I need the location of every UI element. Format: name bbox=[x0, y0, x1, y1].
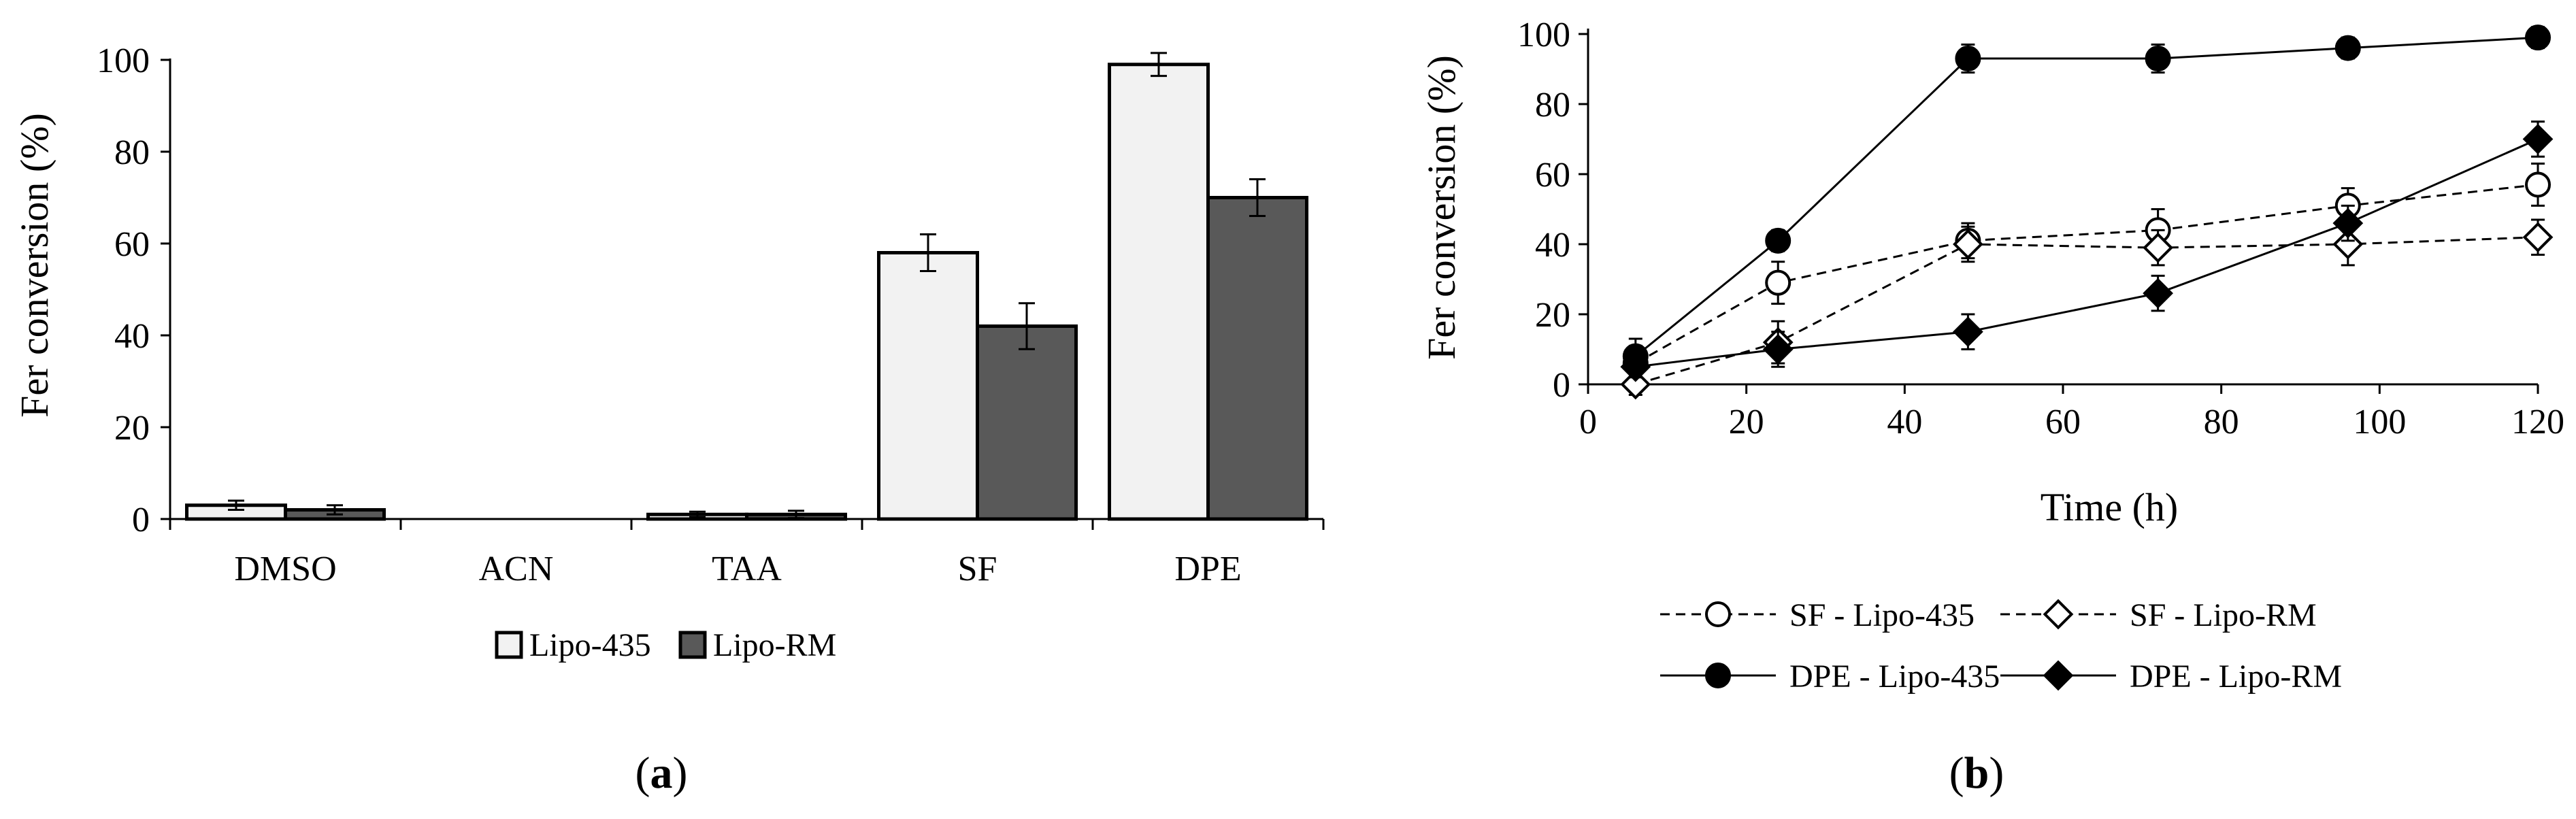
panel-a-y-tick-label: 100 bbox=[97, 41, 150, 80]
panel-a-chart: 0 20 40 60 80 100 DMSO ACN TAA SF DPE Lipo-435 Lipo-… bbox=[97, 41, 1325, 663]
panel-b-data-point bbox=[1765, 269, 1791, 296]
panel-b-series-line bbox=[1635, 236, 2539, 386]
panel-b-y-tick-label: 20 bbox=[1535, 296, 1570, 335]
panel-b-x-tick-label: 100 bbox=[2353, 403, 2406, 441]
panel-a-y-tick-label: 60 bbox=[114, 225, 150, 264]
panel-a-label: (a) bbox=[635, 748, 688, 798]
panel-b-data-point bbox=[1955, 46, 1981, 72]
panel-b-data-point bbox=[1953, 229, 1983, 260]
panel-b-x-tick-label: 60 bbox=[2045, 403, 2081, 441]
panel-a-legend-swatch bbox=[678, 631, 707, 659]
panel-b-series-line bbox=[1635, 138, 2539, 368]
panel-a-legend-label: Lipo-RM bbox=[713, 627, 836, 663]
panel-b-data-point bbox=[2334, 35, 2361, 61]
panel-b-legend-label: SF - Lipo-435 bbox=[1789, 597, 1975, 633]
panel-b-data-point bbox=[2525, 24, 2551, 51]
panel-b-label: (b) bbox=[1949, 748, 2004, 798]
panel-a-bar bbox=[1108, 63, 1210, 521]
panel-b-series-line bbox=[1634, 36, 2539, 357]
panel-a-bar bbox=[1206, 196, 1308, 521]
panel-a-bar bbox=[877, 251, 979, 521]
panel-b-data-point bbox=[1762, 334, 1794, 365]
panel-b-data-point bbox=[1765, 227, 1791, 254]
panel-b-data-point bbox=[1953, 316, 1983, 348]
panel-b-data-point bbox=[2145, 46, 2171, 72]
panel-b-x-tick-label: 0 bbox=[1579, 403, 1597, 441]
panel-a-x-tick-label: TAA bbox=[712, 550, 782, 588]
panel-b-series-line bbox=[1635, 183, 2539, 365]
panel-b-legend-label: DPE - Lipo-435 bbox=[1789, 658, 2000, 695]
panel-a-y-axis-label: Fer conversion (%) bbox=[12, 113, 56, 418]
panel-b-x-tick-label: 40 bbox=[1887, 403, 1922, 441]
panel-b-y-tick-label: 0 bbox=[1553, 366, 1570, 405]
panel-a-letter: a bbox=[650, 748, 673, 798]
panel-b-y-tick-label: 40 bbox=[1535, 226, 1570, 265]
panel-b-x-axis-label: Time (h) bbox=[2041, 485, 2179, 529]
panel-b-data-point bbox=[2332, 207, 2364, 239]
panel-a-x-tick-label: SF bbox=[958, 550, 997, 588]
panel-b-data-point bbox=[2332, 229, 2364, 260]
panel-a-bar bbox=[976, 324, 1078, 521]
panel-b-legend-label: DPE - Lipo-RM bbox=[2130, 658, 2342, 695]
panel-b-data-point bbox=[2525, 171, 2551, 198]
panel-a-x-tick-label: DPE bbox=[1174, 550, 1241, 588]
panel-b-data-point bbox=[2143, 278, 2173, 309]
panel-b-data-point bbox=[2143, 232, 2173, 263]
panel-b-data-point bbox=[2522, 124, 2554, 154]
panel-b-x-tick-label: 80 bbox=[2204, 403, 2239, 441]
panel-a-x-tick-label: DMSO bbox=[234, 550, 336, 588]
panel-b-data-point bbox=[1620, 351, 1651, 382]
panel-b-legend-label: SF - Lipo-RM bbox=[2130, 597, 2317, 633]
panel-b-letter: b bbox=[1964, 748, 1989, 798]
panel-b-y-axis-label: Fer conversion (%) bbox=[1419, 55, 1464, 360]
panel-a-y-tick-label: 40 bbox=[114, 317, 150, 356]
panel-b-chart: 0 20 40 60 80 100 0 20 40 60 80 100 120 SF - Lipo-435… bbox=[1517, 16, 2564, 695]
panel-b-data-point bbox=[1620, 369, 1651, 400]
panel-b-legend-marker bbox=[1705, 601, 1731, 627]
panel-a-y-tick-label: 80 bbox=[114, 133, 150, 172]
panel-a-y-tick-label: 0 bbox=[132, 501, 150, 539]
panel-a-legend-label: Lipo-435 bbox=[529, 627, 651, 663]
panel-b-legend-marker bbox=[2043, 660, 2074, 691]
panel-b-y-tick-label: 100 bbox=[1517, 16, 1570, 54]
panel-a-x-tick-label: ACN bbox=[479, 550, 554, 588]
panel-b-y-tick-label: 80 bbox=[1535, 86, 1570, 124]
panel-b-x-tick-label: 120 bbox=[2511, 403, 2564, 441]
panel-b-legend-marker bbox=[2043, 599, 2074, 630]
panel-a-y-tick-label: 20 bbox=[114, 409, 150, 448]
panel-b-legend-marker bbox=[1705, 663, 1731, 688]
panel-b-x-tick-label: 20 bbox=[1729, 403, 1764, 441]
panel-b-data-point bbox=[2522, 222, 2554, 253]
panel-a-legend-swatch bbox=[495, 631, 523, 659]
panel-b-y-tick-label: 60 bbox=[1535, 156, 1570, 195]
